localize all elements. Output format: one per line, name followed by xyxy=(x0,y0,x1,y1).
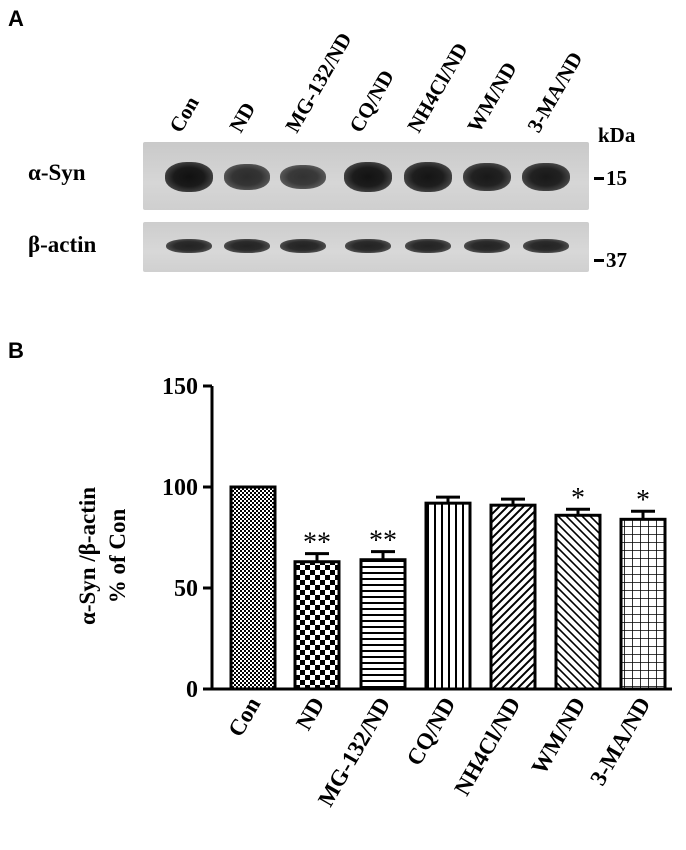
blot-strip-syn xyxy=(143,142,589,210)
bar xyxy=(489,503,537,691)
x-tick-label: WM/ND xyxy=(527,693,591,779)
blot-band xyxy=(404,238,452,254)
blot-band xyxy=(224,164,270,190)
bar xyxy=(359,558,407,691)
x-tick-label: NH4Cl/ND xyxy=(449,693,525,800)
x-tick-label: Con xyxy=(223,693,265,741)
significance-marker: * xyxy=(571,483,585,514)
x-tick-label: CQ/ND xyxy=(402,693,461,770)
significance-marker: * xyxy=(636,485,650,516)
blot-band xyxy=(280,164,326,190)
lane-label-nd: ND xyxy=(224,98,261,137)
blot-band xyxy=(463,162,511,192)
lane-label-3ma: 3-MA/ND xyxy=(522,47,588,137)
bar xyxy=(554,513,602,691)
mw-tick-37 xyxy=(594,259,604,262)
blot-band xyxy=(165,162,213,192)
significance-marker: ** xyxy=(369,526,397,557)
y-axis-label-line2: % of Con xyxy=(105,509,130,604)
significance-marker: ** xyxy=(303,528,331,559)
blot-band xyxy=(344,162,392,192)
blot-band xyxy=(404,162,452,192)
bar xyxy=(424,501,472,691)
blot-band xyxy=(522,238,570,254)
y-tick-label: 0 xyxy=(186,677,198,703)
blot-band xyxy=(279,238,327,254)
blot-band xyxy=(522,162,570,192)
lane-label-cq: CQ/ND xyxy=(344,65,399,137)
panel-b-letter: B xyxy=(8,338,24,363)
row-label-syn: α-Syn xyxy=(28,160,86,185)
lane-label-con: Con xyxy=(164,92,204,137)
kda-label: kDa xyxy=(598,123,636,147)
x-tick-label: 3-MA/ND xyxy=(585,693,655,790)
x-tick-label: ND xyxy=(291,693,329,734)
mw-tick-15 xyxy=(594,177,604,180)
y-tick-label: 100 xyxy=(162,475,198,501)
panel-a-letter: A xyxy=(8,6,24,31)
blot-band xyxy=(344,238,392,254)
bar xyxy=(229,485,277,691)
y-tick-label: 50 xyxy=(174,576,198,602)
blot-band xyxy=(165,238,213,254)
blot-band xyxy=(463,238,511,254)
lane-label-wm: WM/ND xyxy=(462,57,522,137)
row-label-actin: β-actin xyxy=(28,232,97,257)
mw-label-15: 15 xyxy=(606,166,627,190)
mw-label-37: 37 xyxy=(606,248,627,272)
bar xyxy=(293,560,341,691)
blot-band xyxy=(223,238,271,254)
y-axis-label-line1: α-Syn /β-actin xyxy=(75,487,100,625)
blot-strip-actin xyxy=(143,222,589,272)
bar xyxy=(619,517,667,691)
y-tick-label: 150 xyxy=(162,374,198,400)
